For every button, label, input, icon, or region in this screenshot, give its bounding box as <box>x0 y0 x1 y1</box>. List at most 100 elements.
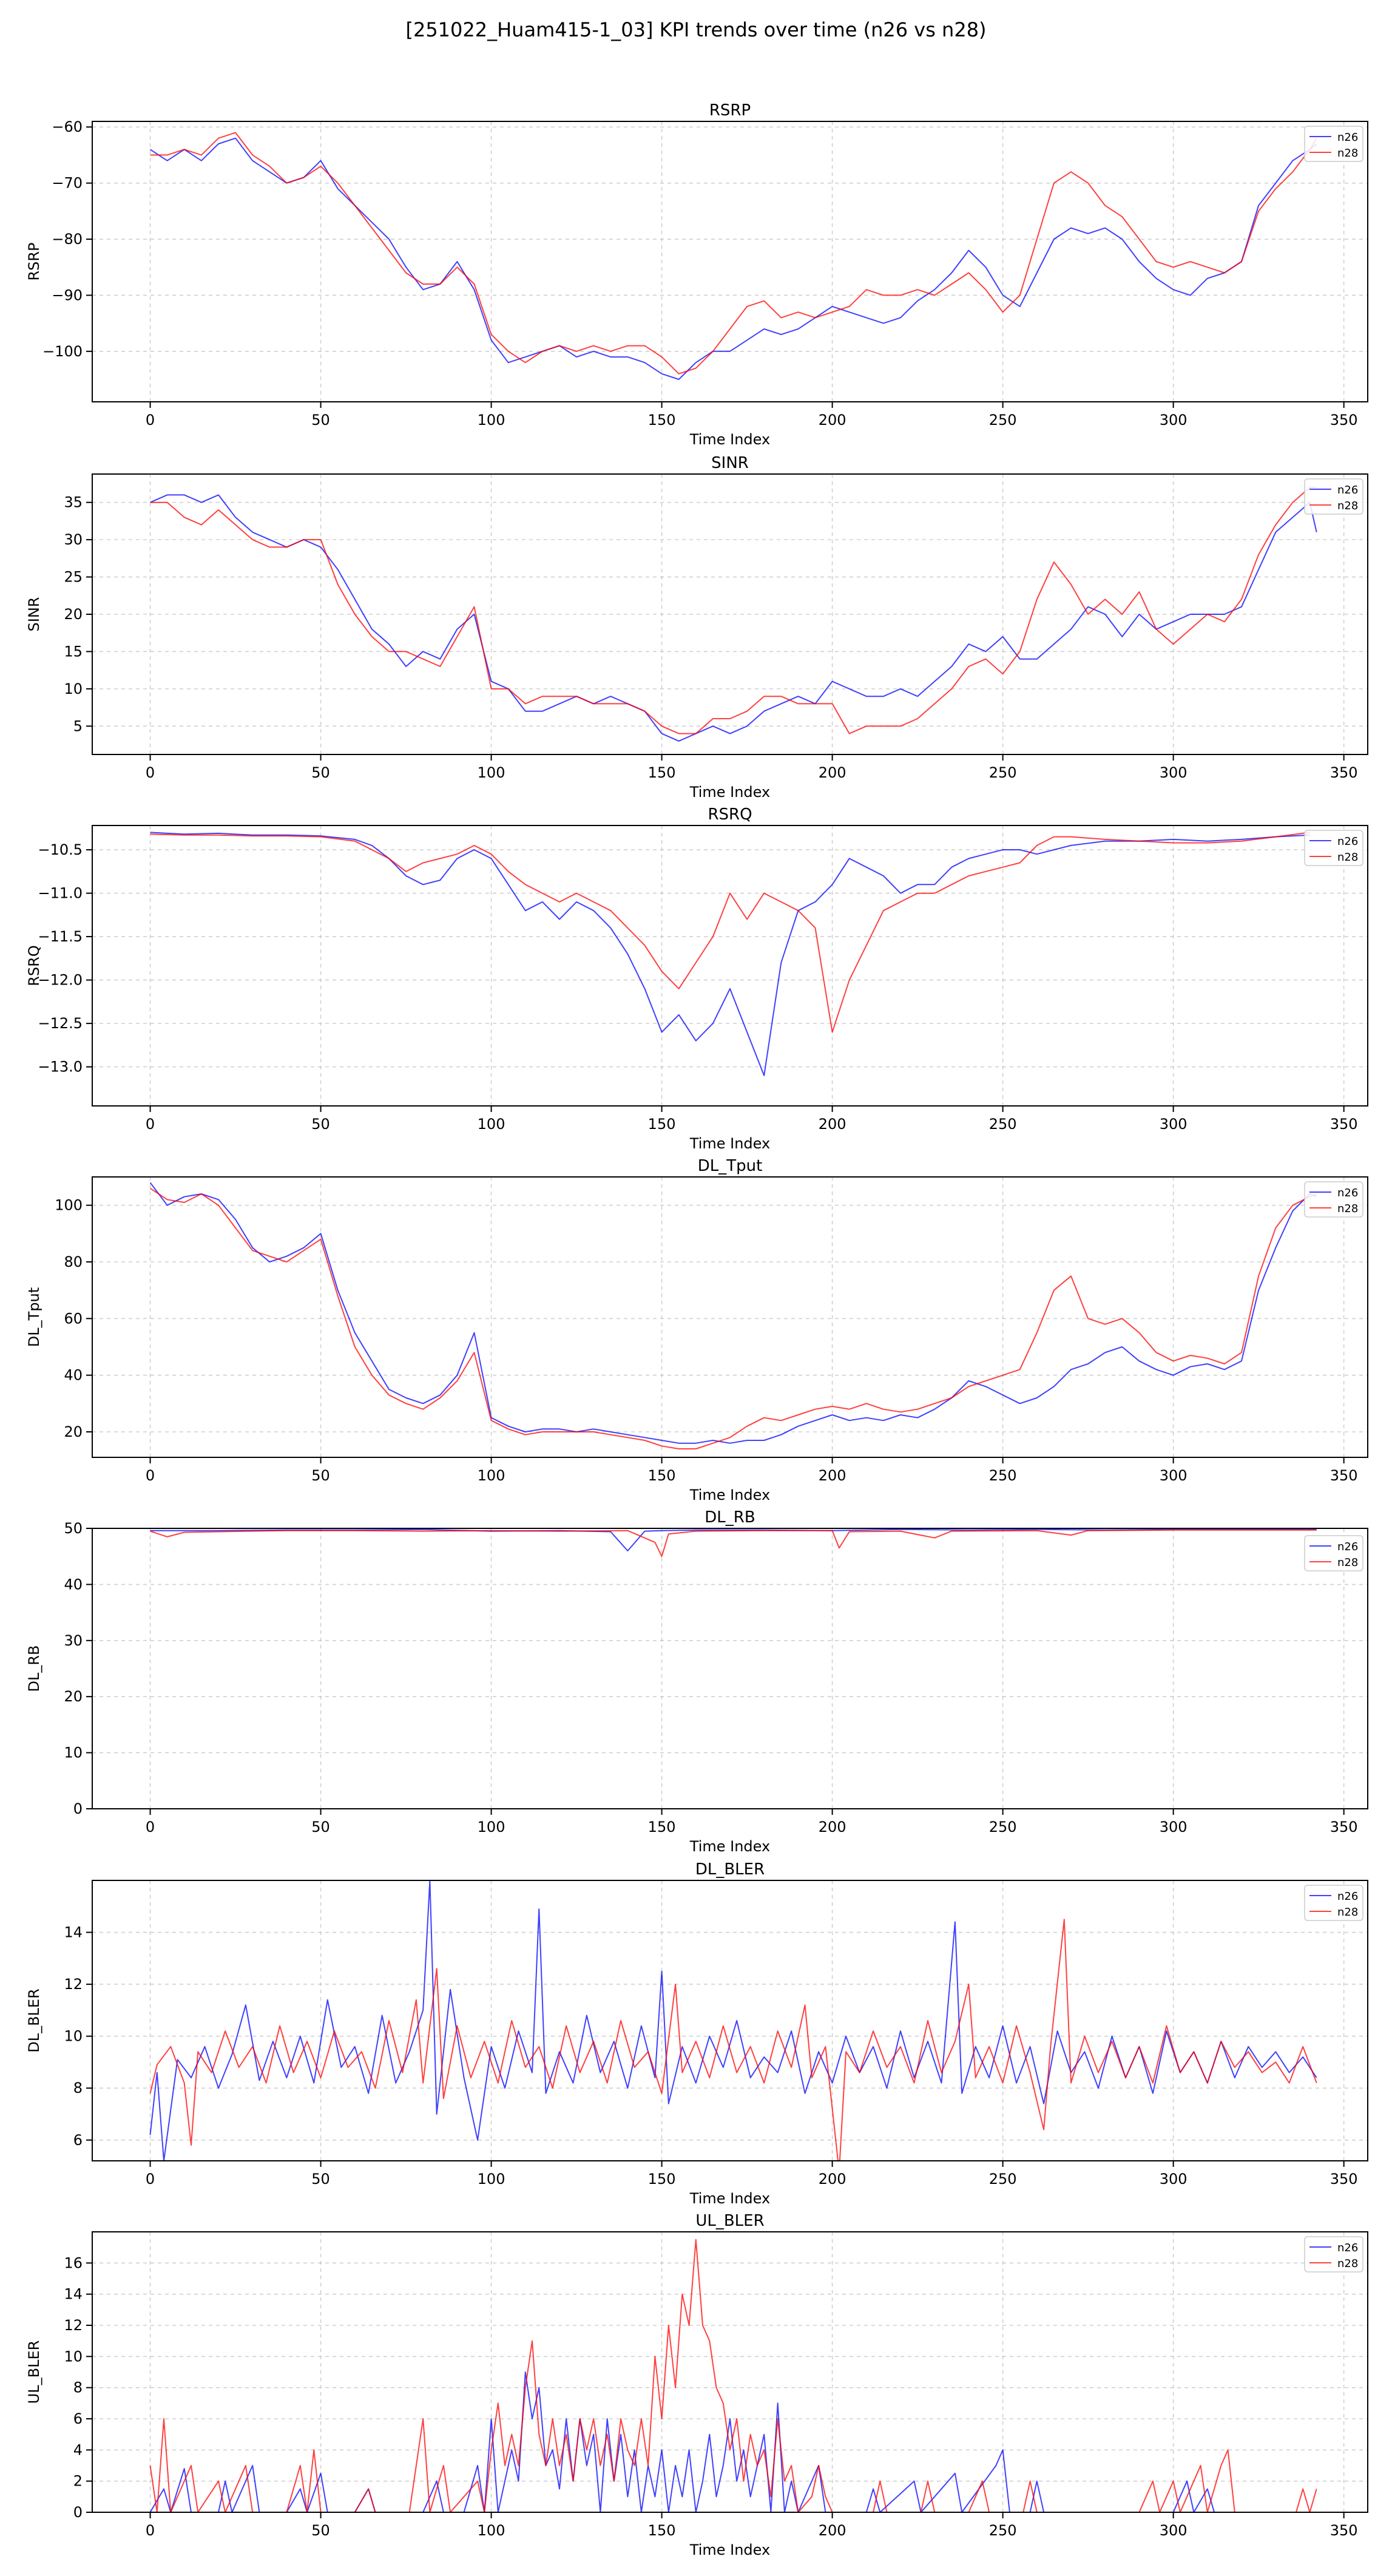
y-axis-label: DL_Tput <box>25 1287 42 1347</box>
legend-label-n26: n26 <box>1337 131 1358 144</box>
series-line-n26 <box>149 137 1317 380</box>
x-tick-label: 100 <box>478 1467 505 1484</box>
y-axis-label: RSRQ <box>25 945 42 986</box>
x-axis-label: Time Index <box>689 1135 770 1152</box>
series-line-n26 <box>149 2371 1317 2512</box>
x-tick-label: 150 <box>648 412 676 429</box>
plot-frame <box>92 121 1368 402</box>
x-tick-label: 0 <box>146 2171 155 2188</box>
x-tick-label: 200 <box>819 412 846 429</box>
legend-label-n26: n26 <box>1337 1541 1358 1553</box>
x-axis-label: Time Index <box>689 2541 770 2558</box>
x-tick-label: 250 <box>989 1818 1017 1835</box>
x-tick-label: 300 <box>1160 1116 1188 1133</box>
x-tick-label: 300 <box>1160 2522 1188 2539</box>
x-tick-label: 350 <box>1330 1116 1358 1133</box>
plot-frame <box>92 1880 1368 2161</box>
x-tick-label: 50 <box>311 1467 330 1484</box>
y-tick-label: −90 <box>52 286 83 303</box>
chart-title: DL_BLER <box>695 1860 765 1879</box>
x-tick-label: 300 <box>1160 1467 1188 1484</box>
x-tick-label: 0 <box>146 764 155 781</box>
x-axis-label: Time Index <box>689 431 770 448</box>
x-tick-label: 150 <box>648 764 676 781</box>
legend-label-n26: n26 <box>1337 2242 1358 2254</box>
y-tick-label: 40 <box>64 1576 83 1593</box>
y-tick-label: 6 <box>73 2132 83 2149</box>
y-tick-label: 100 <box>55 1197 83 1214</box>
x-tick-label: 100 <box>478 1818 505 1835</box>
legend-label-n28: n28 <box>1337 147 1358 160</box>
chart-panel-sinr: 0 50 100 150 200 250 300 350 5 10 15 20 25 30 35 SINR Ti… <box>25 454 1368 801</box>
y-tick-label: 14 <box>64 2286 83 2303</box>
series-line-n28 <box>150 487 1317 734</box>
plot-frame <box>92 1176 1368 1458</box>
y-tick-label: 10 <box>64 2028 83 2045</box>
y-tick-label: 25 <box>64 569 83 586</box>
x-tick-label: 250 <box>989 1467 1017 1484</box>
chart-title: RSRP <box>709 101 751 120</box>
y-tick-label: 30 <box>64 531 83 548</box>
x-tick-label: 200 <box>819 1116 846 1133</box>
x-tick-label: 150 <box>648 2522 676 2539</box>
y-tick-label: −13.0 <box>38 1059 83 1076</box>
series-line-n28 <box>149 1187 1317 1449</box>
x-tick-label: 250 <box>989 412 1017 429</box>
x-tick-label: 0 <box>146 1818 155 1835</box>
x-tick-label: 50 <box>311 2171 330 2188</box>
y-axis-label: RSRP <box>25 242 42 280</box>
y-tick-label: 60 <box>64 1310 83 1327</box>
y-tick-label: 30 <box>64 1632 83 1649</box>
y-tick-label: 40 <box>64 1367 83 1384</box>
x-tick-label: 300 <box>1160 1818 1188 1835</box>
legend-label-n26: n26 <box>1337 1890 1358 1903</box>
x-tick-label: 50 <box>311 764 330 781</box>
chart-panel-rsrp: 0 50 100 150 200 250 300 350 −100 −90 −80 −70 −60 RSR… <box>25 101 1368 448</box>
y-tick-label: 5 <box>73 717 83 734</box>
chart-title: DL_RB <box>704 1508 755 1527</box>
y-tick-label: −100 <box>42 343 83 360</box>
x-tick-label: 200 <box>819 764 846 781</box>
y-tick-label: 12 <box>64 2317 83 2334</box>
x-tick-label: 100 <box>478 2522 505 2539</box>
y-tick-label: 12 <box>64 1976 83 1993</box>
x-tick-label: 200 <box>819 2171 846 2188</box>
y-tick-label: 2 <box>73 2473 83 2490</box>
y-tick-label: 0 <box>73 2504 83 2521</box>
x-tick-label: 300 <box>1160 2171 1188 2188</box>
legend-label-n26: n26 <box>1337 835 1358 848</box>
legend-label-n26: n26 <box>1337 484 1358 497</box>
x-tick-label: 250 <box>989 764 1017 781</box>
series-line-n28 <box>149 1919 1317 2161</box>
plot-frame <box>92 1528 1368 1809</box>
x-tick-label: 300 <box>1160 412 1188 429</box>
y-tick-label: −12.5 <box>38 1015 83 1032</box>
x-tick-label: 100 <box>478 412 505 429</box>
series-line-n28 <box>150 1529 1317 1557</box>
y-tick-label: 16 <box>64 2254 83 2271</box>
x-axis-label: Time Index <box>689 2190 770 2207</box>
x-tick-label: 100 <box>478 1116 505 1133</box>
y-tick-label: 35 <box>64 494 83 511</box>
y-tick-label: 20 <box>64 1688 83 1705</box>
x-tick-label: 250 <box>989 2171 1017 2188</box>
y-tick-label: 14 <box>64 1924 83 1941</box>
x-tick-label: 50 <box>311 2522 330 2539</box>
x-tick-label: 150 <box>648 2171 676 2188</box>
x-tick-label: 200 <box>819 2522 846 2539</box>
chart-panel-dl-tput: 0 50 100 150 200 250 300 350 20 40 60 80 100 DL_Tput T… <box>25 1157 1368 1503</box>
legend-label-n26: n26 <box>1337 1187 1358 1199</box>
x-tick-label: 0 <box>146 412 155 429</box>
chart-panel-dl-bler: 0 50 100 150 200 250 300 350 6 8 10 12 14 DL_BLER Time… <box>25 1860 1368 2207</box>
y-tick-label: 4 <box>73 2441 83 2458</box>
figure-title: [251022_Huam415-1_03] KPI trends over ti… <box>405 18 987 41</box>
series-line-n26 <box>149 1182 1317 1444</box>
legend-label-n28: n28 <box>1337 851 1358 864</box>
chart-panel-rsrq: 0 50 100 150 200 250 300 350 −13.0 −12.5 −12.0 −11.… <box>25 805 1368 1152</box>
y-tick-label: 8 <box>73 2079 83 2096</box>
